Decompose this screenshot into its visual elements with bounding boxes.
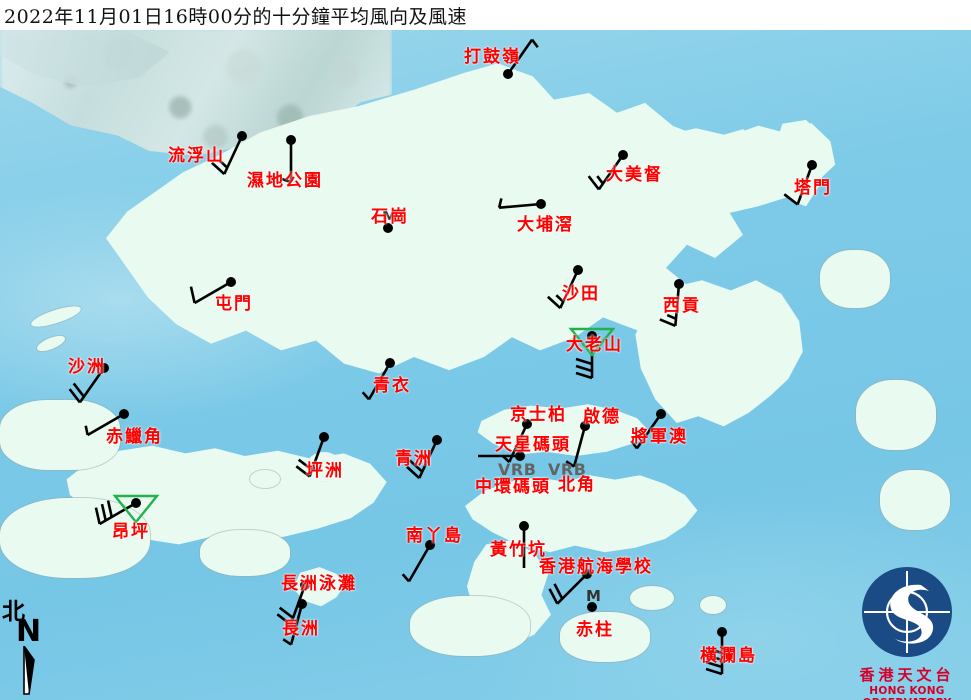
station-name-label: 青衣 (373, 376, 411, 396)
islet (820, 250, 890, 308)
compass-rose: 北 N (2, 592, 68, 698)
station-name-label: 南丫島 (406, 526, 463, 546)
islet (880, 470, 950, 530)
station-name-label: 石崗 (371, 207, 409, 227)
station-dot-icon (656, 409, 666, 419)
islet (856, 380, 936, 450)
station-name-label: 京士柏 (510, 405, 567, 425)
station-name-label: 天星碼頭 (495, 435, 571, 455)
station-name-label: 長洲泳灘 (281, 574, 357, 594)
station-dot-icon (319, 432, 329, 442)
station-name-label: 將軍澳 (631, 427, 688, 447)
station-dot-icon (432, 435, 442, 445)
station-dot-icon (503, 69, 513, 79)
station-name-label: 中環碼頭 (475, 477, 551, 497)
station-dot-icon (237, 131, 247, 141)
station-dot-icon (226, 277, 236, 287)
station-name-label: 赤柱 (576, 620, 614, 640)
compass-label-en: N (16, 614, 42, 649)
station-dot-icon (519, 521, 529, 531)
islet (700, 596, 726, 614)
islet (410, 596, 530, 656)
station-dot-icon (674, 279, 684, 289)
station-name-label: 長洲 (282, 619, 320, 639)
station-name-label: 大老山 (566, 335, 623, 355)
station-name-label: 青洲 (395, 449, 433, 469)
station-dot-icon (515, 451, 525, 461)
islet (200, 530, 290, 576)
logo-text-cn: 香港天文台 (859, 666, 955, 684)
strong-wind-warning-triangle-icon (568, 327, 616, 357)
station-name-label: 橫瀾島 (700, 646, 757, 666)
page-title: 2022年11月01日16時00分的十分鐘平均風向及風速 (4, 5, 468, 28)
hko-emblem-icon (862, 567, 952, 657)
islet (0, 400, 120, 470)
variable-wind-label: VRB (498, 460, 537, 479)
station-name-label: 坪洲 (306, 461, 344, 481)
station-dot-icon (536, 199, 546, 209)
station-name-label: 大埔滘 (517, 215, 574, 235)
station-name-label: 西貢 (663, 296, 701, 316)
station-name-label: 大美督 (606, 165, 663, 185)
station-name-label: 沙洲 (68, 357, 106, 377)
station-name-label: 沙田 (562, 284, 600, 304)
station-name-label: 打鼓嶺 (464, 47, 521, 67)
compass-needle-icon (23, 646, 35, 695)
islet (250, 470, 280, 488)
station-name-label: 赤鱲角 (106, 427, 163, 447)
station-name-label: 昂坪 (112, 522, 150, 542)
station-dot-icon (385, 358, 395, 368)
logo-text-en: HONG KONG OBSERVATORY (863, 685, 952, 700)
station-name-label: 流浮山 (168, 146, 225, 166)
station-name-label: 黃竹坑 (490, 540, 547, 560)
station-name-label: 北角 (558, 475, 596, 495)
station-name-label: 香港航海學校 (539, 557, 653, 577)
station-dot-icon (286, 135, 296, 145)
islet (560, 612, 650, 662)
station-dot-icon (717, 627, 727, 637)
strong-wind-warning-triangle-icon (112, 494, 160, 524)
station-dot-icon (618, 150, 628, 160)
landmass-kowloon (477, 404, 649, 456)
station-dot-icon (297, 599, 307, 609)
station-name-label: 屯門 (215, 294, 253, 314)
station-dot-icon (119, 409, 129, 419)
missing-data-marker: M (586, 587, 601, 605)
station-dot-icon (383, 223, 393, 233)
variable-wind-label: VRB (548, 460, 587, 479)
hko-logo: 香港天文台 HONG KONG OBSERVATORY (845, 565, 969, 700)
station-name-label: 塔門 (794, 178, 832, 198)
compass-label-cn: 北 (2, 598, 25, 625)
missing-data-marker: M (382, 208, 397, 226)
station-dot-icon (573, 265, 583, 275)
station-name-label: 濕地公園 (247, 171, 323, 191)
title-bar: 2022年11月01日16時00分的十分鐘平均風向及風速 (0, 0, 971, 30)
station-dot-icon (807, 160, 817, 170)
islet (630, 586, 674, 610)
station-name-label: 啟德 (583, 407, 621, 427)
station-dot-icon (587, 602, 597, 612)
